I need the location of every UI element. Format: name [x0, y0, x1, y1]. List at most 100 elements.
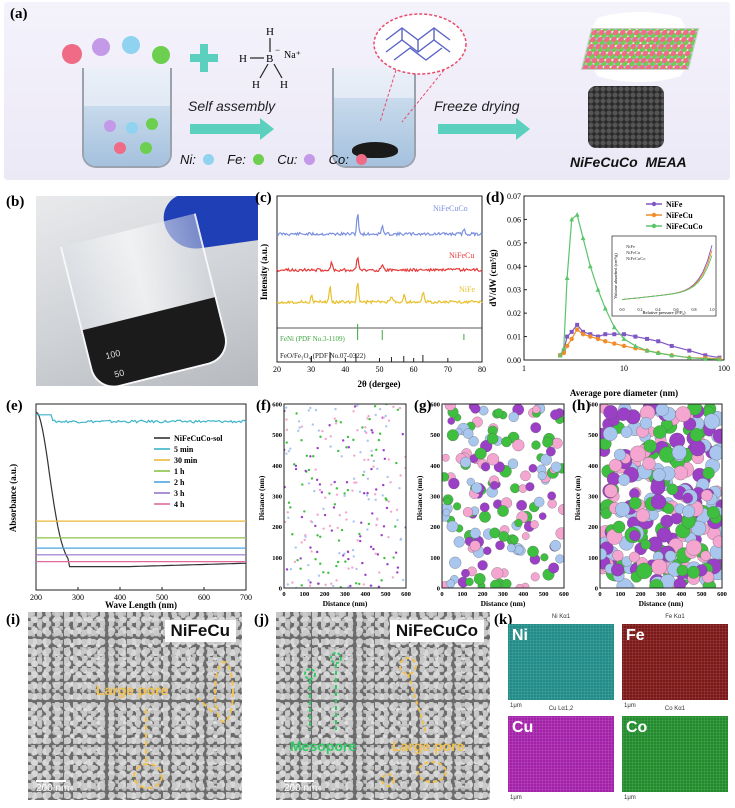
product-label: NiFeCuCo MEAA — [570, 154, 687, 170]
uv-vis-chart: NiFeCuCo-sol 5 min 30 min 1 h 2 h 3 h 4 h 200 3… — [8, 403, 252, 610]
pore-point — [580, 235, 586, 241]
xrd-xtick: 20 — [273, 365, 281, 374]
particle-point — [373, 493, 377, 496]
particle-point — [376, 553, 380, 556]
particle-point — [712, 428, 722, 444]
particle-point — [483, 546, 492, 555]
sim-xtick: 400 — [360, 591, 370, 598]
sim-xtick: 500 — [381, 591, 391, 598]
particle-point — [510, 483, 520, 494]
particle-point — [343, 492, 346, 495]
eds-map-fe: Fe Fe Kα1 1μm — [622, 614, 728, 709]
particle-point — [385, 498, 388, 502]
particle-point — [651, 558, 668, 575]
particle-point — [359, 450, 362, 454]
pore-point — [687, 348, 692, 353]
particle-point — [396, 571, 399, 574]
particle-point — [399, 538, 402, 541]
pore-point — [581, 329, 586, 334]
particle-point — [322, 571, 325, 574]
particle-point — [481, 462, 491, 472]
eds-scalebar: 1μm — [510, 703, 522, 709]
particle-point — [689, 428, 704, 442]
pore-ytick: 0.04 — [507, 262, 521, 271]
eds-map-cu: Cu Cu Lα1,2 1μm — [508, 706, 614, 801]
uv-legend-item: 1 h — [174, 467, 185, 476]
particle-point — [286, 511, 290, 514]
particle-point — [377, 585, 381, 588]
panel-label-g: (g) — [414, 398, 432, 414]
particle-point — [501, 436, 512, 448]
particle-point — [477, 560, 488, 571]
legend-co: Co: — [328, 152, 349, 167]
particle-point — [319, 562, 322, 565]
particle-point — [315, 550, 319, 554]
particle-point — [322, 507, 325, 511]
pore-point — [565, 334, 570, 339]
particle-point — [345, 481, 349, 484]
particle-point — [671, 444, 687, 460]
particle-point — [321, 429, 324, 433]
sim-ytick: 300 — [588, 494, 598, 501]
particle-point — [294, 464, 298, 468]
element-legend: Ni: Fe: Cu: Co: — [180, 152, 367, 167]
particle-point — [382, 525, 386, 528]
sem-i-tag: NiFeCu — [164, 620, 236, 642]
particle-point — [316, 446, 319, 450]
particle-point — [463, 428, 474, 439]
particle-point — [343, 552, 346, 555]
particle-point — [369, 545, 373, 549]
xrd-xtick: 40 — [341, 365, 349, 374]
particle-point — [367, 458, 370, 461]
particle-point — [521, 532, 530, 540]
uv-legend-item: 2 h — [174, 478, 185, 487]
aerogel-sponge — [588, 86, 664, 148]
schematic-panel: (a) H H B − Na⁺ H H Self assembly — [4, 2, 730, 180]
sim-ylabel: Distance (nm) — [573, 475, 582, 520]
panel-label-f: (f) — [256, 398, 271, 414]
particle-point — [346, 435, 350, 439]
particle-point — [398, 406, 402, 410]
particle-point — [360, 521, 363, 524]
particle-point — [336, 560, 340, 564]
particle-point — [540, 453, 552, 466]
particle-point — [307, 409, 310, 412]
particle-point — [383, 457, 387, 461]
eds-scalebar: 1μm — [624, 703, 636, 709]
pore-point — [603, 339, 608, 344]
particle-point — [352, 520, 355, 523]
particle-point — [309, 455, 312, 458]
particle-point — [353, 405, 357, 408]
pore-legend-item: NiFeCu — [666, 211, 693, 220]
particle-point — [353, 454, 356, 457]
particle-point — [636, 562, 653, 579]
uv-legend-item: 3 h — [174, 489, 185, 498]
particle-point — [617, 407, 631, 421]
particle-point — [398, 487, 401, 490]
particle-point — [367, 522, 371, 526]
uv-xtick: 200 — [30, 593, 42, 602]
xrd-chart: NiFeCuCo NiFeCu NiFe FeNi (PDF No.3-1109… — [259, 195, 486, 389]
particle-point — [315, 478, 319, 482]
particle-point — [346, 488, 350, 492]
pore-point — [644, 348, 650, 353]
particle-point — [366, 477, 370, 480]
particle-point — [364, 426, 367, 429]
pore-point — [655, 350, 661, 355]
particle-point — [700, 550, 711, 561]
particle-point — [514, 518, 523, 528]
particle-point — [643, 439, 657, 453]
particle-point — [285, 441, 288, 444]
particle-point — [303, 538, 306, 542]
particle-point — [301, 483, 304, 486]
particle-point — [295, 412, 298, 415]
particle-point — [508, 411, 519, 423]
xrd-series-nife — [276, 282, 483, 305]
nabh4-structure: H H B − Na⁺ H H — [239, 26, 301, 91]
particle-point — [655, 404, 669, 417]
particle-point — [299, 557, 302, 560]
pore-distribution-chart: 0.000.010.020.030.040.050.060.07 1 10 100 … — [488, 192, 730, 398]
particle-point — [324, 496, 327, 499]
sem-image-nifecu: NiFeCu Large pore 200 nm — [28, 612, 242, 800]
particle-point — [366, 417, 369, 420]
